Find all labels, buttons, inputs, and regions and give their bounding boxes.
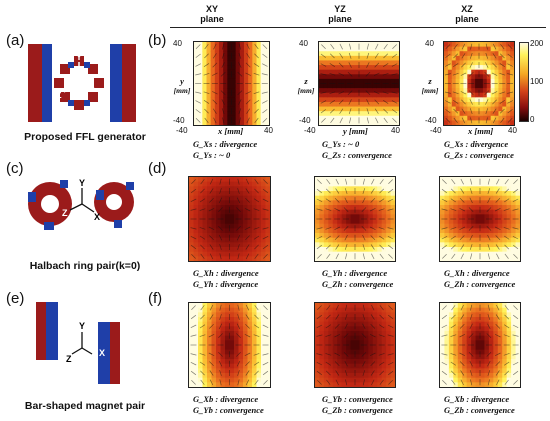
field-map-b-yz: [318, 41, 400, 126]
column-xy-title: XY: [205, 4, 218, 14]
header-rule: [170, 27, 546, 28]
gradient-note-d-0-0: G_Xh : divergence: [193, 268, 259, 278]
column-header-xy: XY plane: [177, 4, 247, 24]
panel-label-f: (f): [148, 290, 163, 307]
caption-e: Bar-shaped magnet pair: [24, 400, 146, 412]
gradient-note-f-0-1: G_Yb : convergence: [193, 405, 264, 415]
column-xy-subtitle: plane: [200, 14, 224, 24]
column-header-yz: YZ plane: [305, 4, 375, 24]
field-map-f-yz: [314, 302, 396, 388]
tick-yz-ymin: -40: [299, 116, 311, 125]
caption-c: Halbach ring pair(k=0): [29, 260, 141, 272]
ylabel-xy: y [mm]: [173, 76, 191, 95]
halbach-ring-illustration: Y X Z: [28, 178, 134, 230]
gradient-note-b-0-1: G_Ys : ~ 0: [193, 150, 231, 160]
axis-x-label-c: X: [94, 212, 100, 222]
gradient-note-d-2-1: G_Zh : convergence: [444, 279, 516, 289]
tick-xz-ymax: 40: [425, 39, 434, 48]
axis-y-label-c: Y: [79, 178, 85, 188]
gradient-note-f-2-1: G_Zb : convergence: [444, 405, 515, 415]
panel-label-c: (c): [6, 160, 24, 177]
xlabel-yz: y [mm]: [343, 126, 368, 136]
caption-a: Proposed FFL generator: [24, 131, 146, 143]
colorbar-tick-max: 200: [530, 39, 544, 48]
panel-label-e: (e): [6, 290, 25, 307]
axis-x-label-e: X: [99, 348, 105, 358]
tick-xz-ymin: -40: [425, 116, 437, 125]
tick-xy-xmax: 40: [264, 126, 273, 135]
panel-label-b: (b): [148, 32, 167, 49]
panel-label-d: (d): [148, 160, 167, 177]
field-map-d-xz: [439, 176, 521, 262]
ffl-generator-illustration: Y X Z: [28, 44, 136, 122]
axis-z-label-e: Z: [66, 354, 72, 364]
bar-magnet-illustration: Y Z X: [36, 302, 120, 384]
gradient-note-b-2-0: G_Xs : divergence: [444, 139, 509, 149]
column-xz-title: XZ: [461, 4, 473, 14]
tick-xy-ymin: -40: [173, 116, 185, 125]
colorbar: [519, 42, 529, 122]
tick-yz-xmin: -40: [304, 126, 316, 135]
axis-y-label-e: Y: [79, 321, 85, 331]
tick-yz-ymax: 40: [299, 39, 308, 48]
tick-yz-xmax: 40: [391, 126, 400, 135]
xlabel-xy: x [mm]: [218, 126, 244, 136]
colorbar-tick-min: 0: [530, 115, 535, 124]
gradient-note-b-1-1: G_Zs : convergence: [322, 150, 392, 160]
gradient-note-f-1-0: G_Yb : convergence: [322, 394, 393, 404]
ylabel-yz: z [mm]: [297, 76, 315, 95]
tick-xy-xmin: -40: [176, 126, 188, 135]
column-yz-title: YZ: [334, 4, 346, 14]
column-header-xz: XZ plane: [432, 4, 502, 24]
gradient-note-f-0-0: G_Xb : divergence: [193, 394, 259, 404]
ylabel-xz: z [mm]: [421, 76, 439, 95]
gradient-note-d-0-1: G_Yh : divergence: [193, 279, 259, 289]
column-xz-subtitle: plane: [455, 14, 479, 24]
field-map-b-xy: [193, 41, 270, 126]
axis-z-label-a: Z: [56, 90, 62, 100]
field-map-d-xy: [188, 176, 271, 262]
axis-x-label-a: X: [98, 88, 104, 98]
xlabel-xz: x [mm]: [468, 126, 494, 136]
field-map-d-yz: [314, 176, 396, 262]
gradient-note-b-2-1: G_Zs : convergence: [444, 150, 514, 160]
gradient-note-f-2-0: G_Xb : divergence: [444, 394, 510, 404]
gradient-note-b-0-0: G_Xs : divergence: [193, 139, 258, 149]
field-map-f-xy: [188, 302, 271, 388]
gradient-note-d-1-1: G_Zh : convergence: [322, 279, 394, 289]
panel-label-a: (a): [6, 32, 25, 49]
tick-xy-ymax: 40: [173, 39, 182, 48]
column-yz-subtitle: plane: [328, 14, 352, 24]
tick-xz-xmin: -40: [430, 126, 442, 135]
gradient-note-b-1-0: G_Ys : ~ 0: [322, 139, 360, 149]
tick-xz-xmax: 40: [508, 126, 517, 135]
field-map-b-xz: [443, 41, 515, 126]
gradient-note-d-2-0: G_Xh : divergence: [444, 268, 510, 278]
field-map-f-xz: [439, 302, 521, 388]
colorbar-tick-mid: 100: [530, 77, 544, 86]
axis-y-label-a: Y: [76, 52, 82, 62]
gradient-note-f-1-1: G_Zb : convergence: [322, 405, 393, 415]
gradient-note-d-1-0: G_Yh : divergence: [322, 268, 388, 278]
axis-z-label-c: Z: [62, 208, 68, 218]
